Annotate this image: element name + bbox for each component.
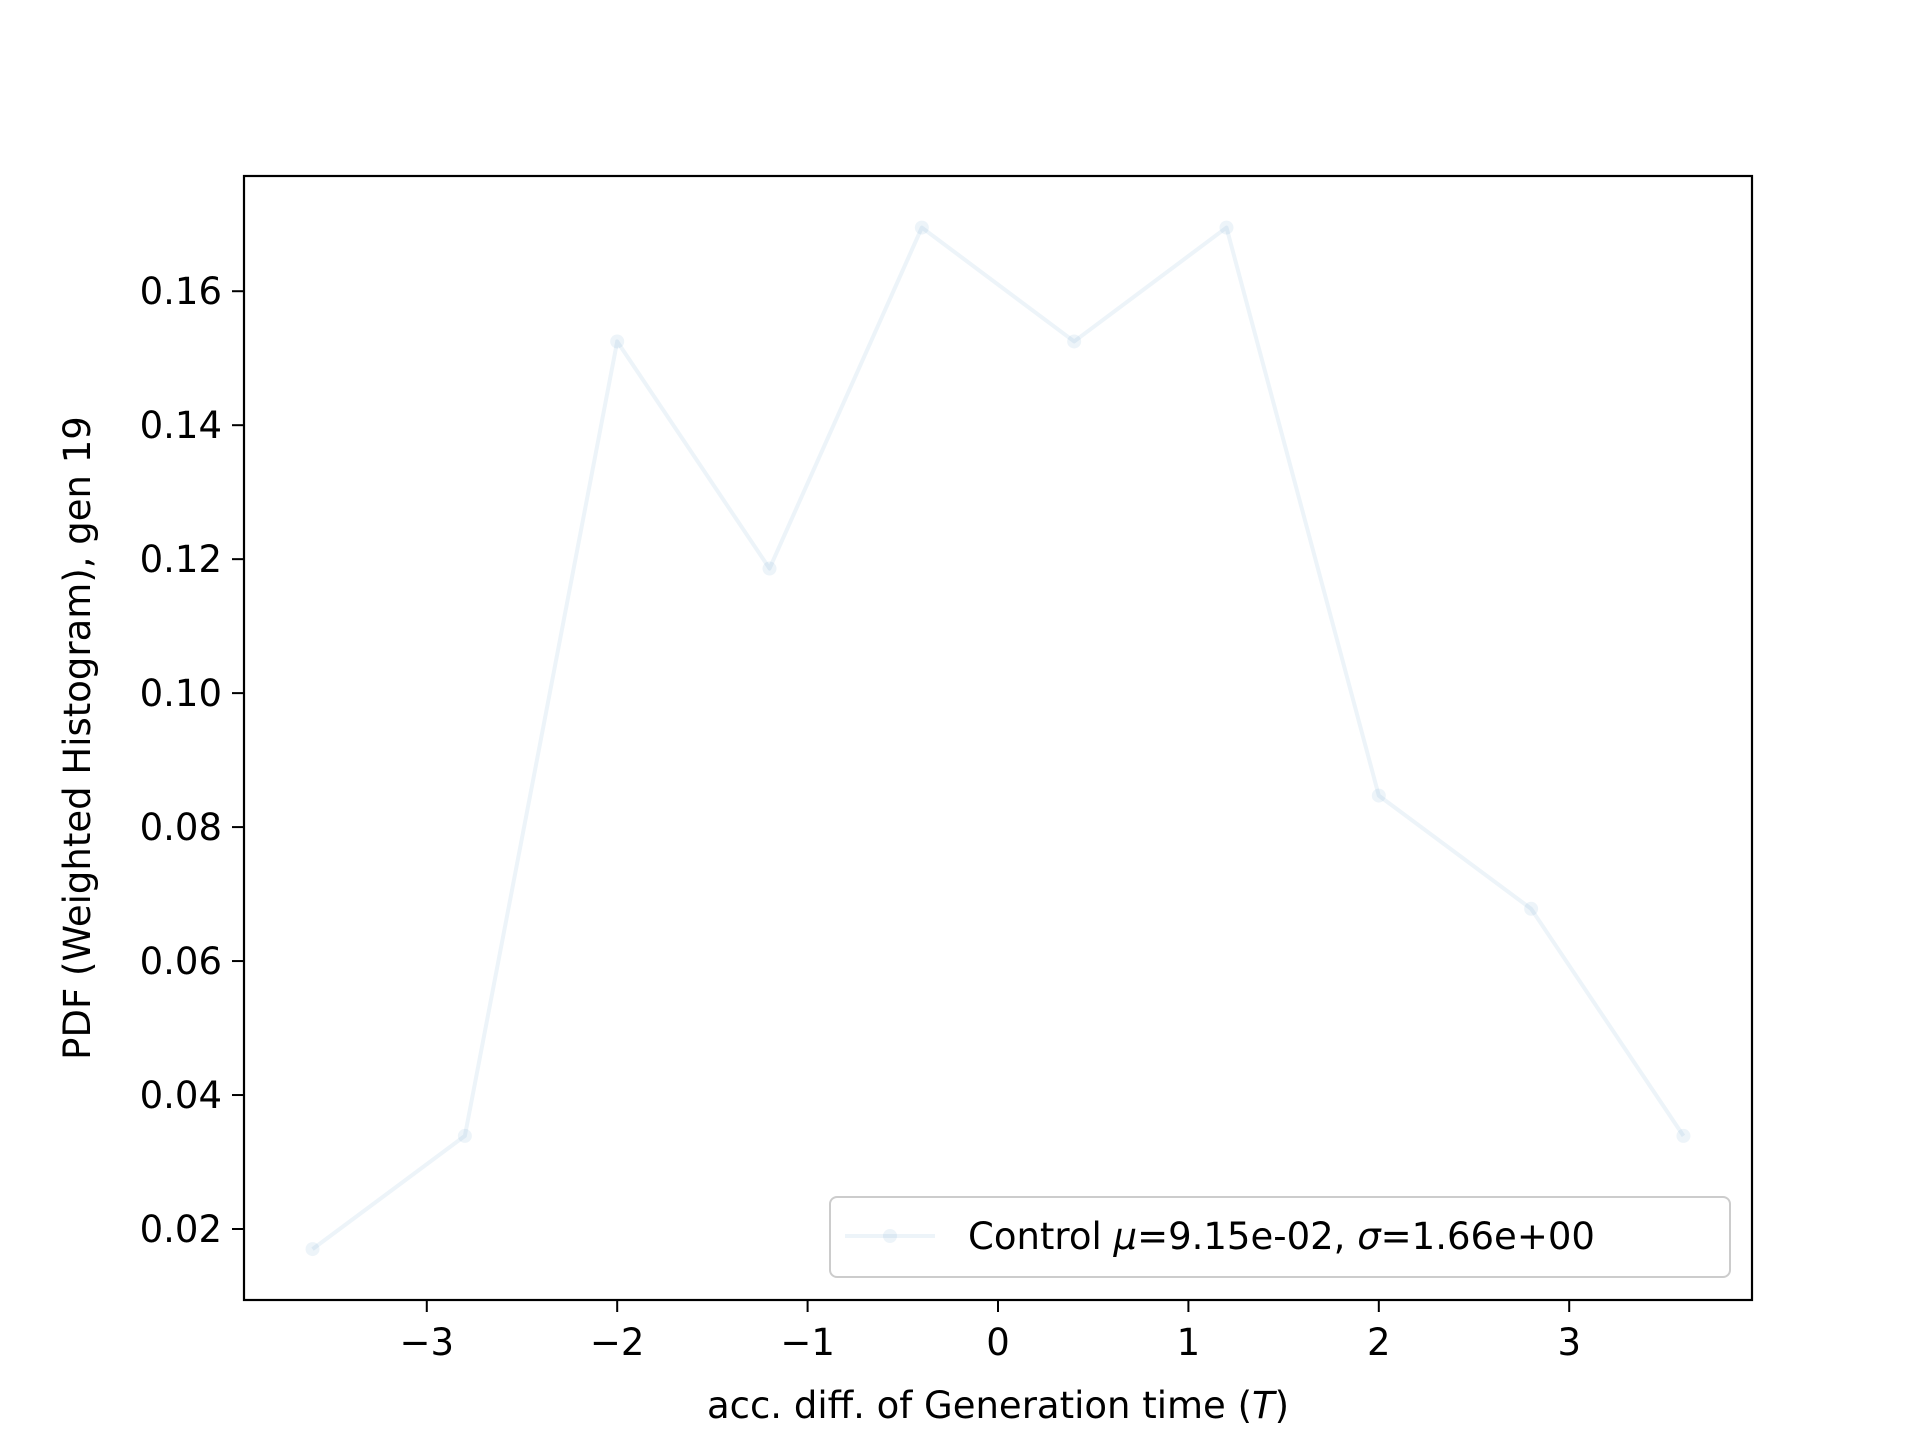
- data-point: [1371, 788, 1386, 803]
- x-tick-label: 0: [986, 1321, 1010, 1364]
- x-tick-label: 1: [1177, 1321, 1201, 1364]
- data-point: [457, 1128, 472, 1143]
- x-tick-label: 3: [1557, 1321, 1581, 1364]
- data-point: [610, 334, 625, 349]
- series-layer: [305, 220, 1691, 1257]
- data-point: [1524, 901, 1539, 916]
- y-tick-label: 0.12: [140, 538, 222, 581]
- x-tick-label: −1: [780, 1321, 835, 1364]
- data-point: [1219, 220, 1234, 235]
- x-axis-ticks: −3 −2 −1 0 1 2 3: [400, 1300, 1581, 1364]
- legend-marker-sample: [883, 1229, 897, 1243]
- y-tick-label: 0.04: [140, 1074, 222, 1117]
- x-tick-label: −2: [590, 1321, 645, 1364]
- y-axis-label: PDF (Weighted Histogram), gen 19: [56, 416, 99, 1060]
- legend: Control μ=9.15e-02, σ=1.66e+00: [829, 1196, 1731, 1278]
- x-axis-label: acc. diff. of Generation time (T): [707, 1384, 1289, 1427]
- data-point: [762, 561, 777, 576]
- data-point: [1067, 334, 1082, 349]
- series-line: [311, 225, 1686, 1251]
- legend-box: [829, 1196, 1731, 1278]
- y-tick-label: 0.02: [140, 1208, 222, 1251]
- y-tick-label: 0.14: [140, 404, 222, 447]
- x-tick-label: 2: [1367, 1321, 1391, 1364]
- legend-label: Control μ=9.15e-02, σ=1.66e+00: [968, 1215, 1595, 1258]
- data-point: [305, 1242, 320, 1257]
- data-point: [914, 220, 929, 235]
- y-tick-label: 0.16: [140, 270, 222, 313]
- y-axis-ticks: 0.02 0.04 0.06 0.08 0.10 0.12 0.14 0.16: [140, 270, 244, 1251]
- y-tick-label: 0.08: [140, 806, 222, 849]
- x-tick-label: −3: [400, 1321, 455, 1364]
- y-tick-label: 0.10: [140, 672, 222, 715]
- data-point: [1676, 1128, 1691, 1143]
- y-tick-label: 0.06: [140, 940, 222, 983]
